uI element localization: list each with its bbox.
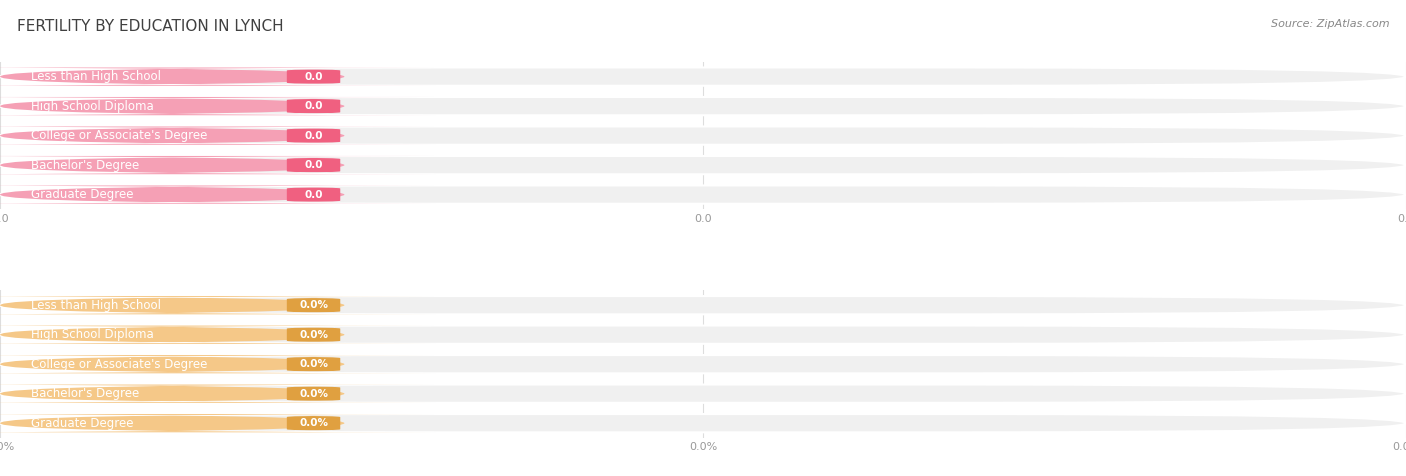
FancyBboxPatch shape (284, 69, 343, 84)
Text: 0.0%: 0.0% (299, 389, 328, 399)
Text: 0.0%: 0.0% (299, 300, 328, 310)
FancyBboxPatch shape (0, 156, 1406, 174)
Text: 0.0: 0.0 (304, 130, 323, 140)
Text: College or Associate's Degree: College or Associate's Degree (31, 129, 207, 142)
Text: Bachelor's Degree: Bachelor's Degree (31, 387, 139, 400)
FancyBboxPatch shape (0, 414, 436, 432)
Text: College or Associate's Degree: College or Associate's Degree (31, 357, 207, 371)
Text: 0.0: 0.0 (304, 160, 323, 170)
FancyBboxPatch shape (0, 355, 1406, 373)
Text: 0.0%: 0.0% (299, 330, 328, 340)
Text: Less than High School: Less than High School (31, 70, 160, 83)
Text: Graduate Degree: Graduate Degree (31, 416, 134, 430)
FancyBboxPatch shape (0, 385, 436, 403)
Text: High School Diploma: High School Diploma (31, 328, 153, 341)
FancyBboxPatch shape (0, 296, 436, 314)
FancyBboxPatch shape (284, 327, 343, 342)
Text: Graduate Degree: Graduate Degree (31, 188, 134, 201)
FancyBboxPatch shape (0, 186, 436, 204)
FancyBboxPatch shape (0, 127, 1406, 145)
Text: 0.0: 0.0 (304, 101, 323, 111)
FancyBboxPatch shape (0, 326, 1406, 344)
FancyBboxPatch shape (0, 97, 1406, 115)
FancyBboxPatch shape (0, 326, 436, 344)
Text: 0.0: 0.0 (304, 189, 323, 199)
FancyBboxPatch shape (284, 158, 343, 172)
FancyBboxPatch shape (0, 68, 1406, 86)
FancyBboxPatch shape (284, 129, 343, 143)
Text: High School Diploma: High School Diploma (31, 99, 153, 113)
FancyBboxPatch shape (284, 357, 343, 371)
FancyBboxPatch shape (284, 187, 343, 202)
FancyBboxPatch shape (0, 355, 436, 373)
Text: 0.0%: 0.0% (299, 359, 328, 369)
FancyBboxPatch shape (284, 387, 343, 401)
FancyBboxPatch shape (0, 296, 1406, 314)
FancyBboxPatch shape (284, 298, 343, 313)
Text: Bachelor's Degree: Bachelor's Degree (31, 159, 139, 172)
FancyBboxPatch shape (0, 186, 1406, 204)
Text: Less than High School: Less than High School (31, 299, 160, 312)
Text: Source: ZipAtlas.com: Source: ZipAtlas.com (1271, 19, 1389, 29)
FancyBboxPatch shape (284, 99, 343, 113)
FancyBboxPatch shape (0, 127, 436, 145)
Text: FERTILITY BY EDUCATION IN LYNCH: FERTILITY BY EDUCATION IN LYNCH (17, 19, 284, 34)
Text: 0.0%: 0.0% (299, 418, 328, 428)
FancyBboxPatch shape (0, 68, 436, 86)
FancyBboxPatch shape (0, 97, 436, 115)
Text: 0.0: 0.0 (304, 71, 323, 81)
FancyBboxPatch shape (0, 156, 436, 174)
FancyBboxPatch shape (0, 385, 1406, 403)
FancyBboxPatch shape (0, 414, 1406, 432)
FancyBboxPatch shape (284, 416, 343, 430)
